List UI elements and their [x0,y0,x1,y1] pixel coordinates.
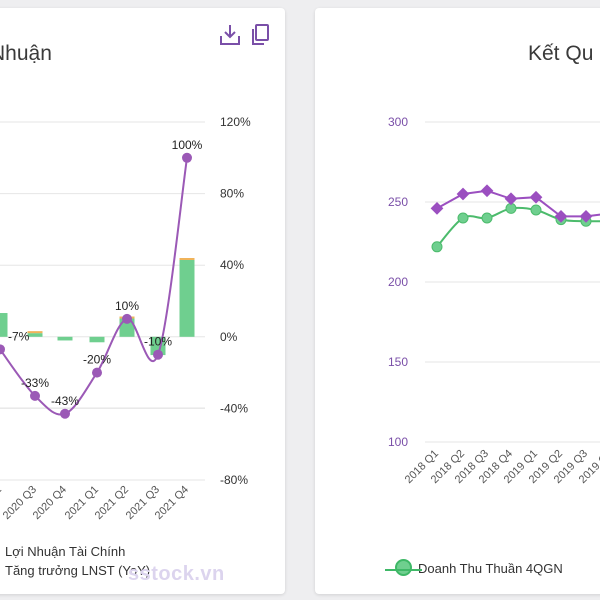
revenue-point [457,212,469,224]
legend-net-revenue[interactable]: Doanh Thu Thuần 4QGN [385,559,563,576]
y2-tick-label: -40% [220,401,248,415]
y2-tick-label: -80% [220,473,248,487]
growth-data-label: -33% [21,376,49,390]
growth-point [60,408,70,419]
bar-cap [179,258,195,260]
growth-point [153,349,163,360]
copy-icon[interactable] [249,22,271,48]
growth-point [122,313,132,324]
purple-point [456,187,470,201]
growth-point [92,367,102,378]
growth-data-label: -7% [8,329,30,343]
legend-profit-growth[interactable]: Tăng trưởng LNST (YoY) [5,563,151,578]
y-tick-label: 100 [388,435,408,449]
download-icon[interactable] [219,22,241,48]
y2-tick-label: 0% [220,330,238,344]
bar [89,336,105,343]
purple-point [430,202,444,215]
growth-point [182,152,192,163]
growth-data-label: -43% [51,394,79,408]
bar [119,318,135,337]
purple-point [504,192,518,206]
legend-marker-icon [385,559,422,576]
revenue-point [481,212,493,224]
bar [0,313,8,337]
revenue-point [530,204,542,216]
growth-point [30,390,40,401]
right-chart-card: Kết Qu 300 250 200 150 100 2018 Q1 2018 Q2 2018… [315,8,600,594]
growth-data-label: 100% [172,138,203,152]
growth-data-label: -10% [144,335,172,349]
y-tick-label: 150 [388,355,408,369]
growth-data-label: 10% [115,299,139,313]
left-chart-title: Nhuận [0,42,52,65]
y-tick-label: 300 [388,115,408,129]
bar-cap [27,331,43,334]
purple-point [480,184,494,198]
right-chart-title: Kết Qu [528,42,594,65]
revenue-point [431,241,443,253]
legend-net-revenue-label: Doanh Thu Thuần 4QGN [418,561,563,576]
y2-tick-label: 80% [220,187,244,201]
bar [57,336,73,341]
growth-point [0,344,5,355]
left-chart: 120% 80% 40% 0% -40% -80% -7% -33%-43% -20% 10% -1… [0,115,251,522]
y-tick-label: 250 [388,195,408,209]
watermark: sstock.vn [128,563,225,585]
y2-tick-label: 120% [220,115,251,129]
growth-data-label: -20% [83,353,111,367]
y-tick-label: 200 [388,275,408,289]
legend-financial-profit[interactable]: Lợi Nhuận Tài Chính [5,544,126,559]
x-tick-label: 2020 Q4 [31,484,69,522]
left-chart-card: Nhuận 120% 80% 40% 0% -40% -80% -7% -33%-43% -20… [0,8,285,594]
y2-tick-label: 40% [220,258,244,272]
bar [179,260,195,337]
bar [27,333,43,337]
